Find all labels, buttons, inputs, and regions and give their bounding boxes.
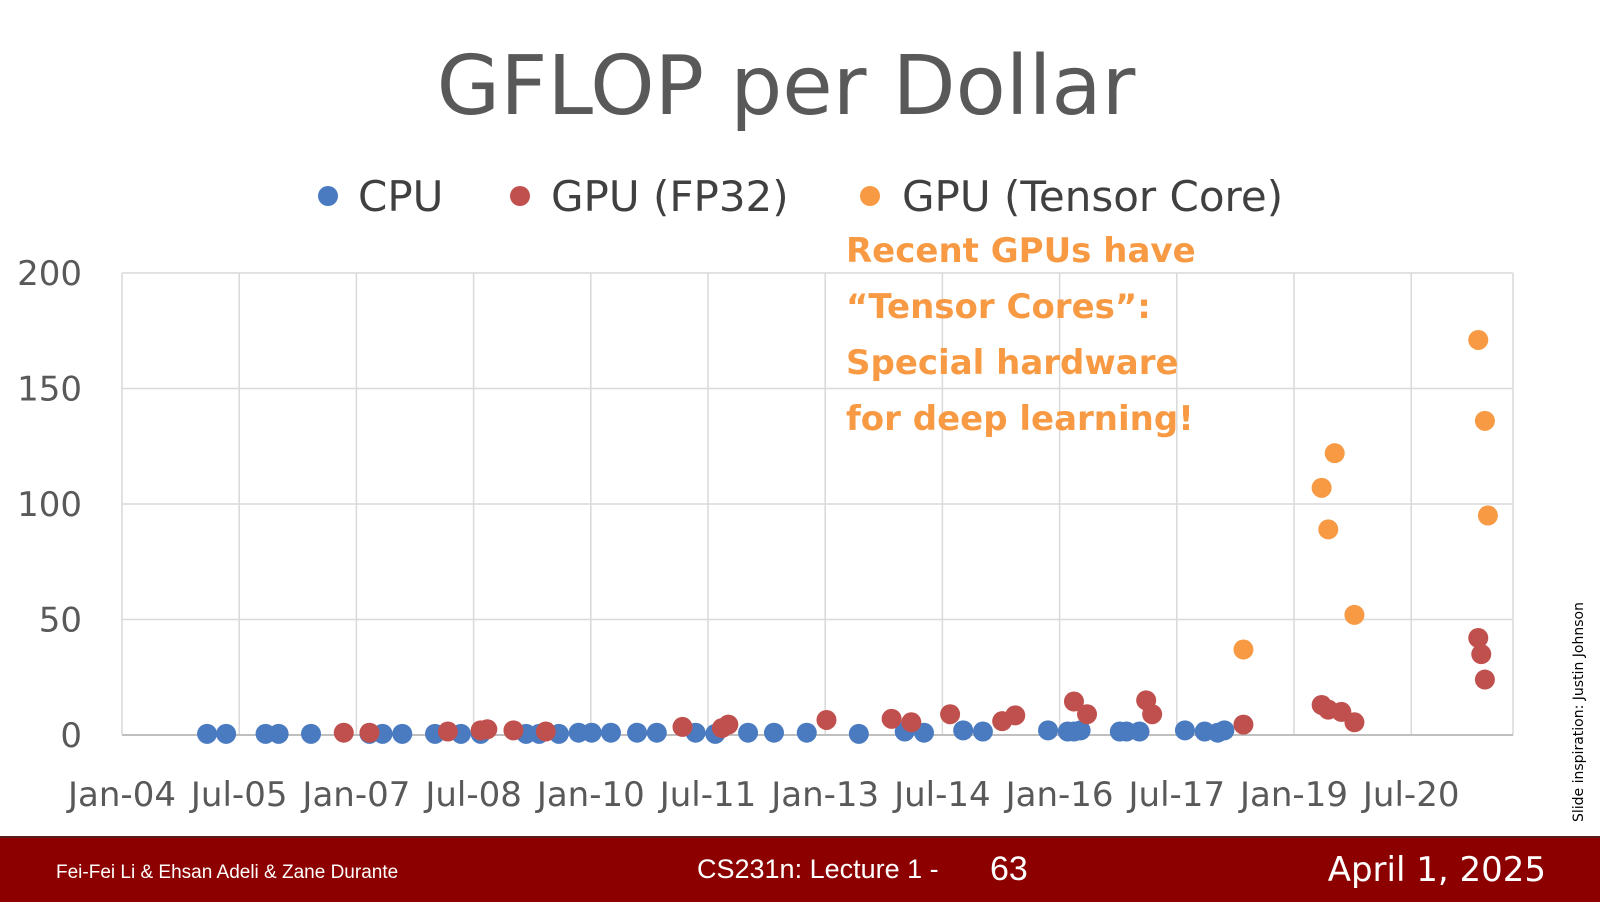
legend-label-gpu-fp32: GPU (FP32) bbox=[551, 172, 789, 221]
gpu-fp32-point bbox=[477, 719, 498, 740]
data-points bbox=[197, 329, 1498, 744]
gpu-fp32-point bbox=[1233, 714, 1254, 735]
cpu-point bbox=[1070, 720, 1091, 741]
gpu-fp32-point bbox=[881, 708, 902, 729]
annotation-line-2: “Tensor Cores”: bbox=[846, 287, 1151, 327]
gpu-fp32-point bbox=[1005, 705, 1026, 726]
gpu-fp32-point bbox=[672, 716, 693, 737]
cpu-point bbox=[972, 721, 993, 742]
gpu-tensor-point bbox=[1318, 519, 1339, 540]
gpu-fp32-point bbox=[535, 721, 556, 742]
gpu-fp32-point bbox=[1077, 704, 1098, 725]
legend-marker-cpu bbox=[318, 186, 338, 206]
cpu-point bbox=[600, 722, 621, 743]
gridlines bbox=[121, 272, 1514, 735]
annotation-line-4: for deep learning! bbox=[846, 399, 1194, 439]
footer-authors: Fei-Fei Li & Ehsan Adeli & Zane Durante bbox=[56, 862, 399, 883]
y-axis-ticks: 0 50 100 150 200 bbox=[17, 254, 82, 756]
annotation-line-1: Recent GPUs have bbox=[846, 231, 1196, 271]
footer-bar: Fei-Fei Li & Ehsan Adeli & Zane Durante … bbox=[0, 836, 1600, 902]
y-tick-label: 50 bbox=[39, 601, 82, 641]
x-tick-label: Jan-16 bbox=[1004, 775, 1114, 815]
chart: GFLOP per Dollar CPU GPU (FP32) GPU (Ten… bbox=[17, 39, 1587, 822]
legend: CPU GPU (FP32) GPU (Tensor Core) bbox=[318, 172, 1283, 221]
cpu-point bbox=[1174, 720, 1195, 741]
gpu-tensor-point bbox=[1468, 329, 1489, 350]
cpu-point bbox=[197, 723, 218, 744]
x-tick-label: Jul-14 bbox=[892, 775, 991, 815]
legend-marker-gpu-fp32 bbox=[510, 186, 530, 206]
gpu-fp32-point bbox=[1471, 644, 1492, 665]
annotation-line-3: Special hardware bbox=[846, 343, 1179, 383]
cpu-point bbox=[796, 722, 817, 743]
cpu-point bbox=[300, 723, 321, 744]
cpu-point bbox=[953, 720, 974, 741]
gpu-tensor-point bbox=[1324, 443, 1345, 464]
cpu-point bbox=[1129, 721, 1150, 742]
x-tick-label: Jul-11 bbox=[658, 775, 757, 815]
slide-number: 63 bbox=[990, 850, 1028, 888]
gpu-tensor-point bbox=[1344, 604, 1365, 625]
slide-credit: Slide inspiration: Justin Johnson bbox=[1571, 602, 1587, 822]
cpu-point bbox=[581, 722, 602, 743]
gpu-fp32-point bbox=[718, 714, 739, 735]
cpu-point bbox=[627, 722, 648, 743]
x-tick-label: Jul-05 bbox=[189, 775, 288, 815]
gpu-fp32-point bbox=[333, 722, 354, 743]
gpu-fp32-point bbox=[1142, 704, 1163, 725]
x-tick-label: Jan-07 bbox=[300, 775, 410, 815]
cpu-point bbox=[646, 722, 667, 743]
cpu-point bbox=[268, 723, 289, 744]
gpu-fp32-point bbox=[940, 704, 961, 725]
gpu-fp32-point bbox=[359, 722, 380, 743]
x-tick-label: Jul-20 bbox=[1361, 775, 1460, 815]
x-tick-label: Jul-17 bbox=[1127, 775, 1226, 815]
legend-label-gpu-tensor: GPU (Tensor Core) bbox=[902, 172, 1283, 221]
gpu-fp32-point bbox=[1063, 691, 1084, 712]
gpu-fp32-point bbox=[901, 712, 922, 733]
y-tick-label: 100 bbox=[17, 485, 82, 525]
cpu-point bbox=[848, 723, 869, 744]
y-tick-label: 200 bbox=[17, 254, 82, 294]
y-tick-label: 150 bbox=[17, 370, 82, 410]
cpu-point bbox=[738, 722, 759, 743]
tensor-core-annotation: Recent GPUs have “Tensor Cores”: Special… bbox=[846, 231, 1196, 439]
cpu-point bbox=[1038, 720, 1059, 741]
gpu-tensor-point bbox=[1233, 639, 1254, 660]
gpu-fp32-point bbox=[816, 709, 837, 730]
x-tick-label: Jan-10 bbox=[535, 775, 645, 815]
gpu-fp32-point bbox=[437, 721, 458, 742]
y-tick-label: 0 bbox=[60, 716, 82, 756]
gpu-fp32-point bbox=[1344, 712, 1365, 733]
footer-date: April 1, 2025 bbox=[1327, 850, 1546, 890]
gpu-fp32-point bbox=[1468, 627, 1489, 648]
gpu-tensor-point bbox=[1477, 505, 1498, 526]
x-tick-label: Jan-19 bbox=[1238, 775, 1348, 815]
gpu-tensor-point bbox=[1474, 410, 1495, 431]
footer-course: CS231n: Lecture 1 - bbox=[697, 854, 939, 884]
legend-marker-gpu-tensor bbox=[860, 186, 880, 206]
legend-label-cpu: CPU bbox=[358, 172, 443, 221]
cpu-point bbox=[216, 723, 237, 744]
x-tick-label: Jul-08 bbox=[423, 775, 522, 815]
chart-title: GFLOP per Dollar bbox=[437, 39, 1136, 134]
cpu-point bbox=[392, 723, 413, 744]
gpu-tensor-point bbox=[1311, 477, 1332, 498]
x-axis-ticks: Jan-04 Jul-05 Jan-07 Jul-08 Jan-10 Jul-11 Jan-… bbox=[66, 775, 1459, 815]
x-tick-label: Jan-13 bbox=[769, 775, 879, 815]
gpu-fp32-point bbox=[1474, 669, 1495, 690]
cpu-point bbox=[763, 722, 784, 743]
gpu-fp32-point bbox=[503, 720, 524, 741]
x-tick-label: Jan-04 bbox=[66, 775, 176, 815]
cpu-point bbox=[1214, 720, 1235, 741]
